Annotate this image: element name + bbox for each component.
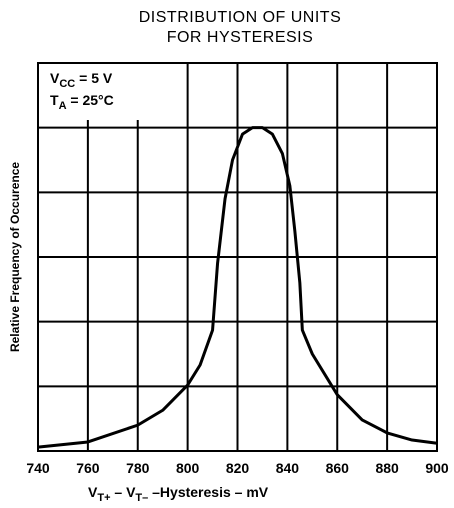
y-axis-label: Relative Frequency of Occurence	[8, 162, 22, 352]
x-axis-label-part: T–	[135, 492, 148, 504]
annotation-box	[39, 64, 151, 120]
line	[37, 126, 438, 449]
annotation-part: A	[59, 100, 67, 112]
x-tick-label: 800	[176, 460, 200, 476]
annotation-part: = 25°C	[67, 92, 114, 108]
x-axis-label-part: – V	[111, 484, 137, 500]
annotation-part: T	[50, 92, 59, 108]
annotation-part: CC	[59, 78, 75, 90]
annotation: VCC = 5 V	[50, 70, 113, 90]
x-axis-label-part: V	[88, 484, 98, 500]
chart-title: DISTRIBUTION OF UNITS	[139, 9, 342, 26]
annotation: TA = 25°C	[50, 92, 114, 112]
chart-title: FOR HYSTERESIS	[167, 29, 314, 46]
x-axis-label: VT+ – VT– –Hysteresis – mV	[88, 484, 269, 504]
x-axis-label-part: –Hysteresis – mV	[148, 484, 269, 500]
x-tick-label: 760	[76, 460, 100, 476]
x-tick-label: 880	[375, 460, 399, 476]
x-tick-label: 900	[425, 460, 449, 476]
x-tick-label: 820	[226, 460, 250, 476]
x-tick-label: 740	[26, 460, 50, 476]
x-tick-label: 840	[276, 460, 300, 476]
plot-frame	[37, 62, 438, 452]
annotation-part: = 5 V	[75, 70, 113, 86]
x-tick-label: 780	[126, 460, 150, 476]
annotation-part: V	[50, 70, 60, 86]
x-tick-label: 860	[326, 460, 350, 476]
x-axis-label-part: T+	[97, 492, 110, 504]
